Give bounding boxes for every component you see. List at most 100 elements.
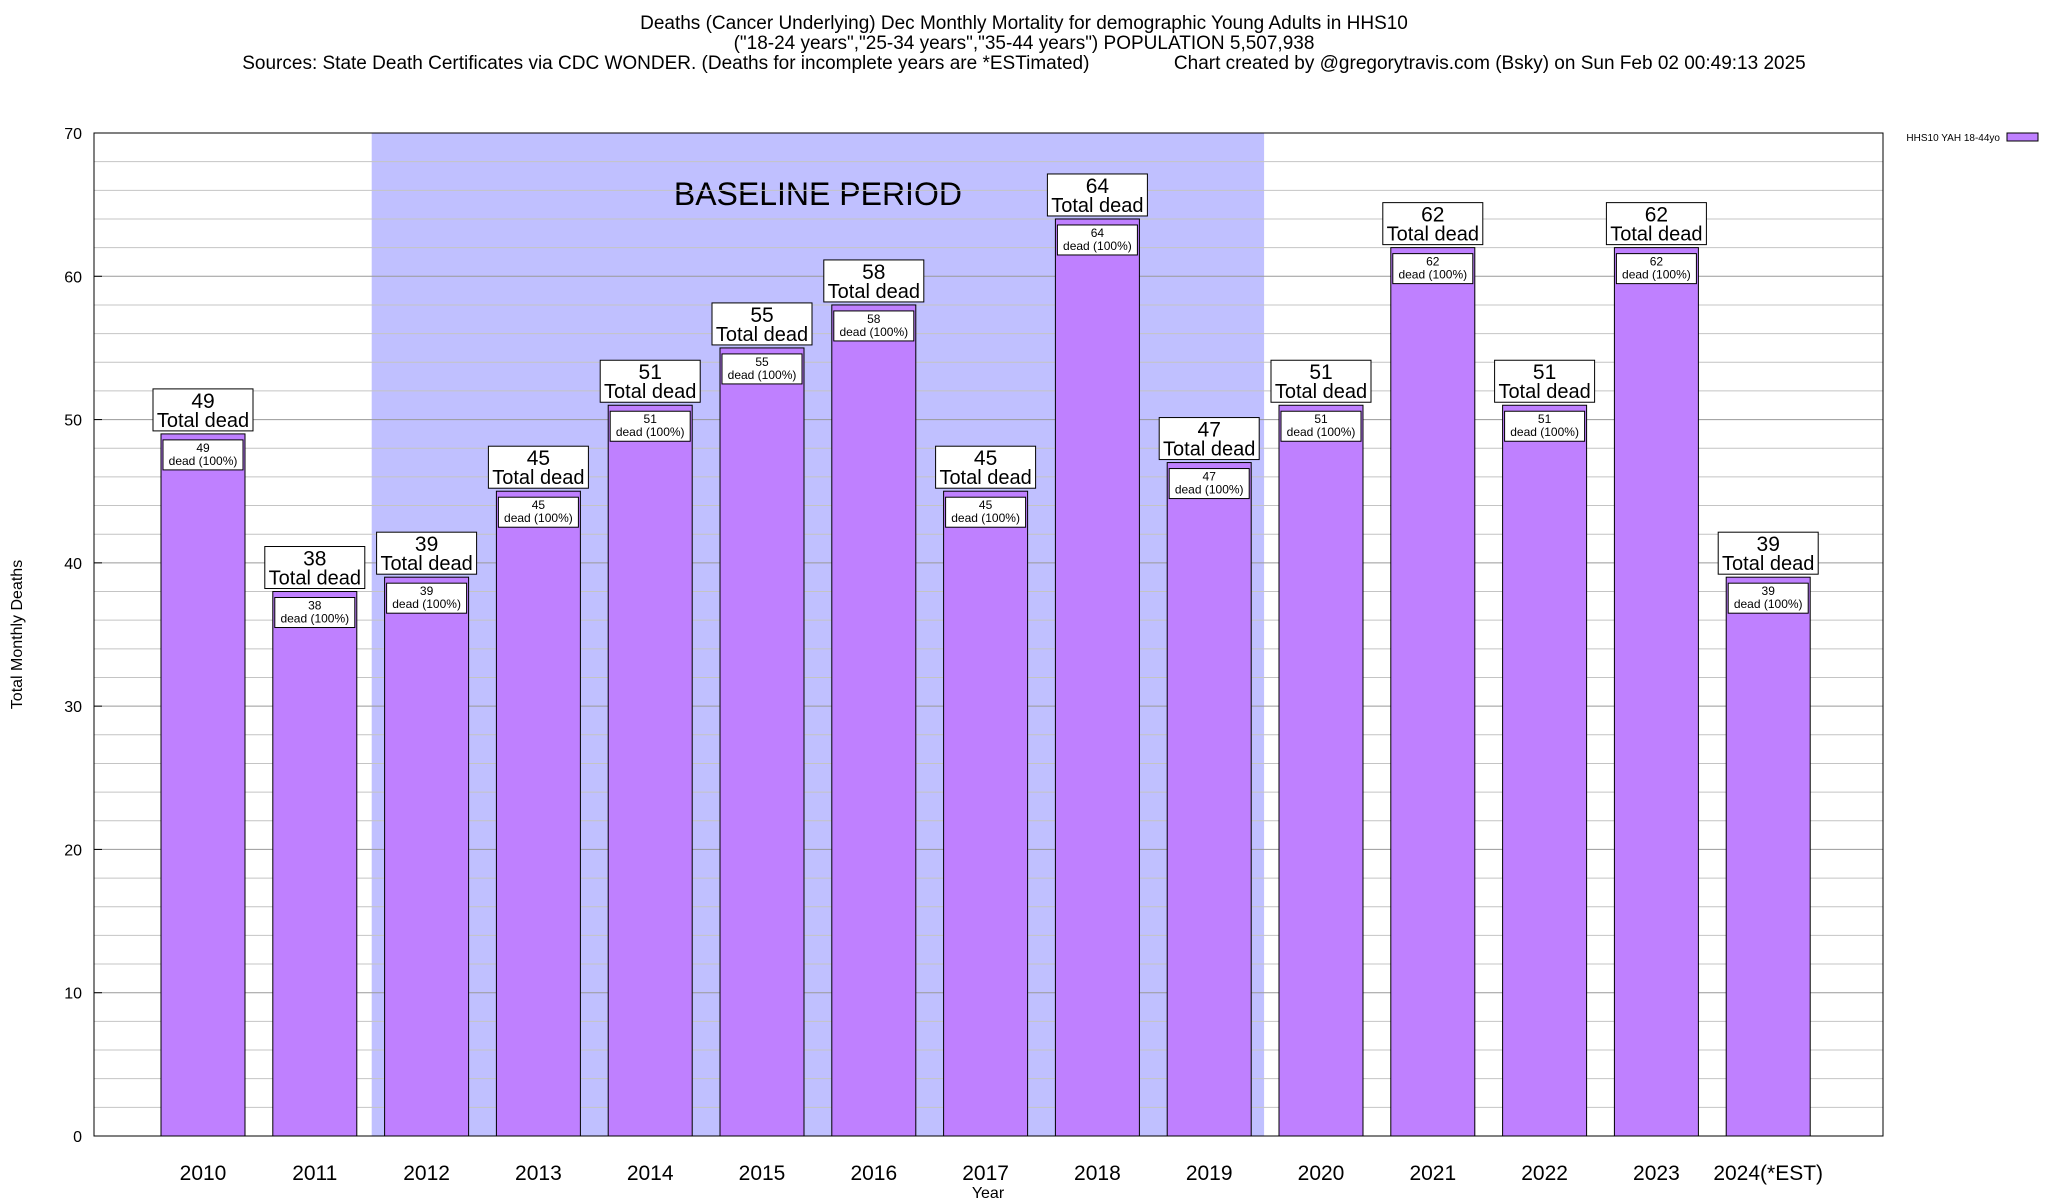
bar-top-text-label: Total dead bbox=[828, 281, 920, 303]
bar-inner-value-label: 38 bbox=[308, 599, 322, 613]
bar-inner-label-box bbox=[609, 410, 691, 442]
bar-2024(*EST) bbox=[1725, 576, 1811, 1137]
x-tick-label: 2016 bbox=[850, 1162, 897, 1185]
y-tick-label: 20 bbox=[64, 842, 82, 859]
bar-inner-label-box bbox=[1056, 224, 1138, 256]
axes: 0 10 20 30 40 50 60 70 2010 2011 2012 2013 2014 2015 2… bbox=[9, 126, 1884, 1200]
y-axis-label: Total Monthly Deaths bbox=[9, 560, 26, 709]
y-tick-label: 0 bbox=[73, 1129, 82, 1146]
bar-top-text-label: Total dead bbox=[1163, 439, 1255, 461]
x-tick-label: 2013 bbox=[515, 1162, 562, 1185]
bar-inner-value-label: 55 bbox=[755, 355, 769, 369]
bar-top-label-box bbox=[376, 531, 478, 575]
bar-top-value-label: 47 bbox=[1198, 419, 1221, 442]
bar-2016 bbox=[831, 304, 917, 1137]
bar-2010 bbox=[160, 433, 246, 1137]
x-tick-label: 2010 bbox=[180, 1162, 227, 1185]
bar-top-value-label: 45 bbox=[974, 447, 997, 470]
bar-top-text-label: Total dead bbox=[492, 467, 584, 489]
x-tick-label: 2019 bbox=[1186, 1162, 1233, 1185]
bar-top-text-label: Total dead bbox=[1498, 381, 1590, 403]
bar-2017 bbox=[943, 490, 1029, 1137]
bar-2014 bbox=[607, 404, 693, 1137]
bar-inner-value-label: 45 bbox=[532, 498, 546, 512]
x-tick-label: 2020 bbox=[1298, 1162, 1345, 1185]
legend-entry-label: HHS10 YAH 18-44yo bbox=[1906, 133, 2000, 144]
x-tick-label: 2021 bbox=[1409, 1162, 1456, 1185]
y-tick-label: 70 bbox=[64, 126, 82, 143]
bar-inner-value-label: 47 bbox=[1203, 470, 1217, 484]
bar-2011 bbox=[272, 591, 358, 1137]
bar-inner-value-label: 62 bbox=[1426, 255, 1440, 269]
bar-top-text-label: Total dead bbox=[1387, 224, 1479, 246]
chart-title-line-3: Sources: State Death Certificates via CD… bbox=[242, 53, 1806, 74]
bar-inner-label-box bbox=[1727, 582, 1809, 614]
chart-title-line-2: ("18-24 years","25-34 years","35-44 year… bbox=[733, 33, 1315, 54]
bar-top-value-label: 51 bbox=[1533, 361, 1556, 384]
y-tick-label: 30 bbox=[64, 699, 82, 716]
bar-inner-value-label: 49 bbox=[196, 441, 210, 455]
bar-top-value-label: 62 bbox=[1421, 204, 1444, 227]
bar-inner-value-label: 39 bbox=[420, 584, 434, 598]
y-tick-label: 40 bbox=[64, 556, 82, 573]
x-tick-label: 2024(*EST) bbox=[1713, 1162, 1823, 1185]
y-tick-label: 60 bbox=[64, 269, 82, 286]
x-tick-label: 2017 bbox=[962, 1162, 1009, 1185]
bar-top-value-label: 39 bbox=[415, 533, 438, 556]
bar-top-label-box bbox=[711, 302, 813, 346]
x-tick-label: 2023 bbox=[1633, 1162, 1680, 1185]
bar-inner-text-label: dead (100%) bbox=[169, 454, 238, 468]
bar-inner-value-label: 51 bbox=[1314, 412, 1328, 426]
bar-top-label-box bbox=[823, 259, 925, 303]
bar-inner-text-label: dead (100%) bbox=[951, 511, 1020, 525]
bar-inner-value-label: 64 bbox=[1091, 226, 1105, 240]
bar-inner-value-label: 45 bbox=[979, 498, 993, 512]
bar-inner-label-box bbox=[274, 597, 356, 629]
x-tick-label: 2011 bbox=[292, 1162, 337, 1185]
bar-inner-label-box bbox=[1168, 468, 1250, 500]
bar-top-label-box bbox=[1494, 359, 1596, 403]
chart-title-line-1: Deaths (Cancer Underlying) Dec Monthly M… bbox=[640, 13, 1408, 34]
legend-swatch bbox=[2006, 132, 2039, 142]
bar-top-value-label: 39 bbox=[1757, 533, 1780, 556]
bar-2022 bbox=[1502, 404, 1588, 1137]
bar-inner-value-label: 62 bbox=[1650, 255, 1664, 269]
bar-inner-label-box bbox=[1615, 253, 1697, 285]
bar-top-label-box bbox=[264, 546, 366, 590]
bar-inner-label-box bbox=[1504, 410, 1586, 442]
plot-border bbox=[93, 132, 1884, 1137]
y-tick-label: 50 bbox=[64, 413, 82, 430]
bar-top-label-box bbox=[1158, 417, 1260, 461]
bar-top-text-label: Total dead bbox=[939, 467, 1031, 489]
bar-inner-text-label: dead (100%) bbox=[1622, 268, 1691, 282]
bar-top-label-box bbox=[599, 359, 701, 403]
bar-inner-text-label: dead (100%) bbox=[1398, 268, 1467, 282]
bar-top-value-label: 55 bbox=[750, 304, 773, 327]
x-tick-label: 2012 bbox=[403, 1162, 450, 1185]
bar-inner-text-label: dead (100%) bbox=[1287, 425, 1356, 439]
bar-top-text-label: Total dead bbox=[1610, 224, 1702, 246]
bar-inner-text-label: dead (100%) bbox=[392, 597, 461, 611]
bar-inner-text-label: dead (100%) bbox=[1175, 483, 1244, 497]
bar-2013 bbox=[495, 490, 581, 1137]
bar-inner-text-label: dead (100%) bbox=[1510, 425, 1579, 439]
bar-top-text-label: Total dead bbox=[1275, 381, 1367, 403]
bar-inner-label-box bbox=[833, 310, 915, 342]
bar-top-text-label: Total dead bbox=[716, 324, 808, 346]
bar-top-text-label: Total dead bbox=[604, 381, 696, 403]
bar-2019 bbox=[1166, 462, 1252, 1137]
bar-top-text-label: Total dead bbox=[1722, 553, 1814, 575]
bar-top-label-box bbox=[1717, 531, 1819, 575]
x-tick-label: 2018 bbox=[1074, 1162, 1121, 1185]
bar-top-text-label: Total dead bbox=[269, 568, 361, 590]
bar-top-label-box bbox=[152, 388, 254, 432]
bar-inner-label-box bbox=[386, 582, 468, 614]
bar-inner-value-label: 58 bbox=[867, 312, 881, 326]
bar-top-label-box bbox=[935, 445, 1037, 489]
bar-top-value-label: 51 bbox=[1309, 361, 1332, 384]
x-tick-label: 2014 bbox=[627, 1162, 674, 1185]
bar-2023 bbox=[1613, 247, 1699, 1137]
bar-top-label-box bbox=[1270, 359, 1372, 403]
x-tick-label: 2015 bbox=[739, 1162, 786, 1185]
